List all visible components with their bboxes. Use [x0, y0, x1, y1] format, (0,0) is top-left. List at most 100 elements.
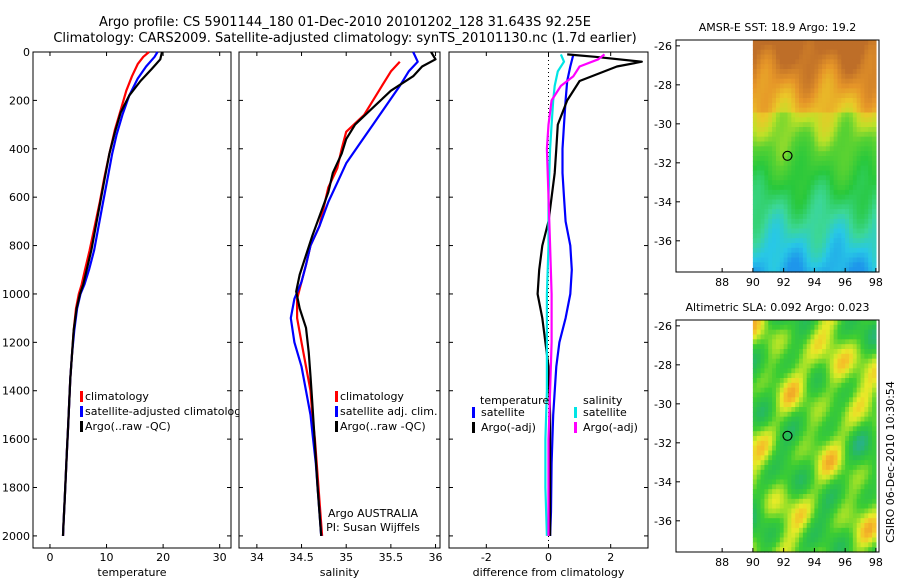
sla_map-cell [783, 344, 789, 350]
sla_map-cell [802, 353, 808, 360]
sst_map-cell [829, 93, 835, 99]
sla_map-cell [787, 503, 792, 510]
sla_map-cell [799, 431, 804, 437]
sla_map-cell [799, 474, 804, 481]
sst_map-cell [768, 73, 773, 80]
sst_map-cell [845, 59, 850, 65]
sla_map-cell [841, 445, 846, 452]
sst_map-cell [822, 194, 827, 201]
sst_map-cell [825, 247, 831, 254]
sla_map-cell [806, 532, 812, 539]
sst_map-cell [760, 151, 766, 157]
sst_map-cell [810, 112, 815, 118]
salinity-series-satellite [289, 51, 419, 536]
sla_map-cell [825, 339, 831, 345]
sla_map-cell [779, 527, 785, 534]
sst_map-cell [760, 54, 766, 60]
sla_map-cell [795, 368, 800, 374]
sst_map-cell [818, 238, 823, 244]
sst_map-cell [783, 78, 789, 85]
sla_map-cell [787, 334, 792, 340]
sst_map-cell [768, 247, 773, 254]
sla_map-cell [856, 436, 862, 442]
sla_map-cell [818, 474, 823, 481]
sla_map-cell [837, 353, 842, 360]
sla_map-cell [872, 421, 877, 427]
sla_map-cell [783, 363, 789, 369]
sla_map-cell [833, 498, 839, 505]
sla_map-cell [837, 436, 842, 442]
sst_map-cell [795, 146, 800, 152]
sla_map-cell [818, 411, 823, 418]
sst_map-cell [860, 233, 865, 239]
sla_map-cell [837, 508, 842, 514]
sla_map-cell [787, 532, 792, 539]
sst_map-cell [768, 127, 773, 133]
sst_map-cell [756, 40, 762, 46]
sla_map-cell [860, 320, 865, 326]
sla_map-cell [837, 518, 842, 524]
sst_map-cell [829, 238, 835, 244]
sla_map-cell [864, 344, 869, 350]
sla_map-cell [802, 358, 808, 365]
sla_map-cell [825, 344, 831, 350]
sla_map-cell [833, 455, 839, 461]
sla_map-cell [783, 474, 789, 481]
sla_map-cell [772, 532, 777, 539]
sst_map-cell [799, 122, 804, 128]
sla_map-cell [860, 392, 865, 398]
sst_map-cell [768, 136, 773, 143]
sst_map-cell [802, 64, 808, 70]
sst_map-cell [756, 185, 762, 191]
sst_map-cell [872, 185, 877, 191]
sla_map-cell [783, 523, 789, 529]
sla_map-cell [760, 411, 766, 418]
sst_map-cell [872, 218, 877, 225]
sla_map-cell [764, 349, 769, 355]
sla_map-cell [779, 450, 785, 456]
sla_map-cell [802, 450, 808, 456]
sst_map-cell [795, 252, 800, 259]
sst_map-cell [837, 252, 842, 259]
sla_map-cell [868, 416, 873, 423]
sst_map-cell [860, 73, 865, 80]
sst_map-cell [825, 83, 831, 89]
sst_map-cell [837, 228, 842, 234]
sla_map-cell [787, 431, 792, 437]
sst_map-cell [814, 83, 819, 89]
sst_map-cell [860, 69, 865, 75]
sst_map-cell [833, 141, 839, 147]
sla_map-cell [829, 382, 835, 389]
sla_map-cell [822, 532, 827, 539]
sst_map-cell [852, 180, 858, 186]
sst_map-cell [845, 189, 850, 196]
sla_map-cell [825, 387, 831, 394]
sst_map-cell [810, 160, 815, 167]
sst_map-cell [814, 194, 819, 201]
sst_map-cell [764, 247, 769, 254]
sst_map-cell [802, 194, 808, 201]
sst_map-cell [756, 252, 762, 259]
sst_map-cell [868, 257, 873, 263]
sst_map-cell [860, 243, 865, 249]
sla_map-cell [752, 329, 758, 336]
sla_map-cell [806, 334, 812, 340]
sst_map-cell [806, 131, 812, 138]
sla_map-cell [864, 494, 869, 500]
sst_map-cell [779, 214, 785, 220]
sla_map-cell [822, 382, 827, 389]
sst_map-cell [868, 40, 873, 46]
sst_map-cell [783, 136, 789, 143]
sla_map-cell [829, 469, 835, 476]
sla_map-cell [810, 465, 815, 471]
sst_map-cell [868, 247, 873, 254]
sst_map-cell [822, 228, 827, 234]
sst_map-cell [822, 185, 827, 191]
sla_map-cell [837, 503, 842, 510]
sla_map-cell [829, 339, 835, 345]
sst_map-cell [752, 141, 758, 147]
sla_map-cell [856, 523, 862, 529]
sla_map-cell [779, 465, 785, 471]
sst_map-cell [806, 185, 812, 191]
sst_map-cell [849, 204, 854, 210]
